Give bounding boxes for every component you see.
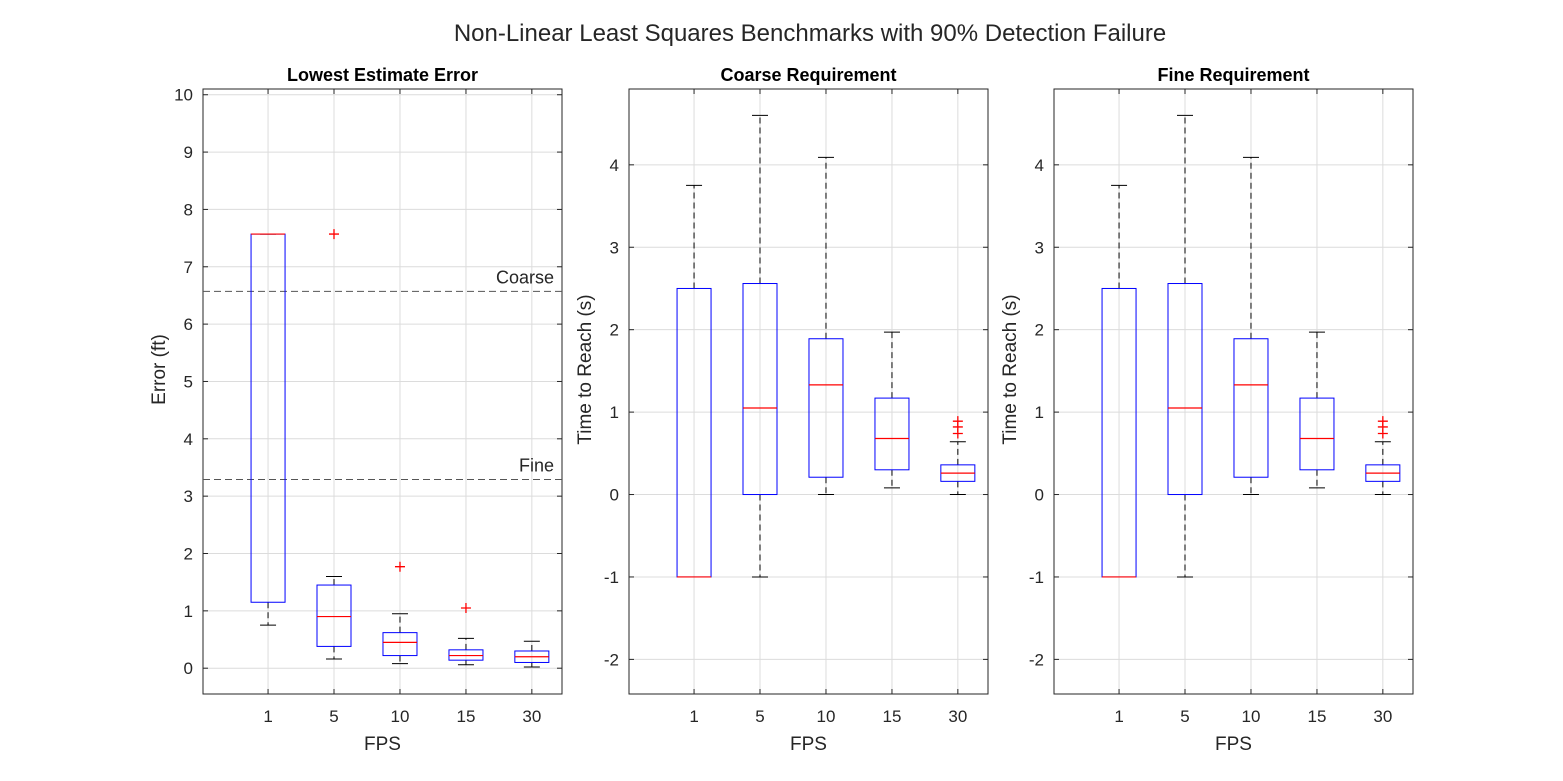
y-tick-label: 4 bbox=[184, 430, 193, 449]
x-tick-label: 1 bbox=[1114, 707, 1123, 726]
y-tick-label: 2 bbox=[184, 545, 193, 564]
y-tick-label: 2 bbox=[610, 321, 619, 340]
reference-line-label: Coarse bbox=[496, 267, 554, 287]
x-tick-label: 15 bbox=[1308, 707, 1327, 726]
outlier-marker bbox=[394, 561, 405, 572]
box-5 bbox=[316, 229, 352, 660]
x-tick-label: 5 bbox=[1180, 707, 1189, 726]
y-tick-label: 3 bbox=[184, 487, 193, 506]
x-tick-label: 30 bbox=[522, 707, 541, 726]
outlier-marker bbox=[1377, 416, 1388, 427]
y-tick-label: 10 bbox=[174, 86, 193, 105]
box-1 bbox=[250, 233, 286, 626]
y-tick-label: 1 bbox=[1035, 403, 1044, 422]
y-tick-label: -2 bbox=[1029, 650, 1044, 669]
y-tick-label: 0 bbox=[184, 659, 193, 678]
iqr-box bbox=[1299, 397, 1335, 471]
outlier-marker bbox=[328, 229, 339, 240]
x-tick-label: 10 bbox=[1242, 707, 1261, 726]
y-tick-label: 9 bbox=[184, 143, 193, 162]
x-axis-label: FPS bbox=[1215, 734, 1252, 755]
y-tick-label: 8 bbox=[184, 200, 193, 219]
outlier-marker bbox=[460, 602, 471, 613]
y-tick-label: 6 bbox=[184, 315, 193, 334]
x-tick-label: 30 bbox=[1373, 707, 1392, 726]
box-10 bbox=[382, 561, 418, 665]
iqr-box bbox=[808, 338, 844, 478]
panel-title: Fine Requirement bbox=[1157, 65, 1309, 85]
box-5 bbox=[1167, 114, 1203, 578]
x-tick-label: 1 bbox=[689, 707, 698, 726]
box-1 bbox=[1101, 184, 1137, 578]
y-axis-label: Time to Reach (s) bbox=[1000, 294, 1021, 444]
box-15 bbox=[874, 331, 910, 489]
x-tick-label: 10 bbox=[817, 707, 836, 726]
x-tick-label: 15 bbox=[457, 707, 476, 726]
y-tick-label: -2 bbox=[604, 650, 619, 669]
iqr-box bbox=[382, 632, 418, 657]
x-axis-label: FPS bbox=[790, 734, 827, 755]
plot-frame bbox=[202, 88, 563, 695]
iqr-box bbox=[316, 584, 352, 647]
x-tick-label: 1 bbox=[263, 707, 272, 726]
y-axis-label: Error (ft) bbox=[149, 334, 170, 405]
y-tick-label: 1 bbox=[610, 403, 619, 422]
outlier-marker bbox=[952, 416, 963, 427]
box-30 bbox=[1365, 416, 1401, 496]
y-tick-label: 2 bbox=[1035, 321, 1044, 340]
x-axis-label: FPS bbox=[364, 734, 401, 755]
iqr-box bbox=[874, 397, 910, 471]
iqr-box bbox=[1233, 338, 1269, 478]
y-tick-label: 0 bbox=[610, 486, 619, 505]
plot-frame bbox=[1053, 88, 1414, 695]
x-tick-label: 5 bbox=[755, 707, 764, 726]
y-tick-label: 4 bbox=[1035, 156, 1044, 175]
panel-title: Lowest Estimate Error bbox=[287, 65, 478, 85]
box-1 bbox=[676, 184, 712, 578]
y-tick-label: 3 bbox=[610, 238, 619, 257]
x-tick-label: 10 bbox=[391, 707, 410, 726]
x-tick-label: 5 bbox=[329, 707, 338, 726]
panel-title: Coarse Requirement bbox=[720, 65, 896, 85]
box-10 bbox=[1233, 156, 1269, 496]
iqr-box bbox=[742, 283, 778, 496]
box-5 bbox=[742, 114, 778, 578]
box-10 bbox=[808, 156, 844, 496]
y-tick-label: 3 bbox=[1035, 238, 1044, 257]
x-tick-label: 30 bbox=[948, 707, 967, 726]
box-15 bbox=[448, 602, 484, 666]
y-tick-label: 1 bbox=[184, 602, 193, 621]
reference-line-label: Fine bbox=[519, 456, 554, 476]
y-tick-label: 0 bbox=[1035, 486, 1044, 505]
x-tick-label: 15 bbox=[883, 707, 902, 726]
y-tick-label: 7 bbox=[184, 258, 193, 277]
box-30 bbox=[514, 640, 550, 668]
plot-frame bbox=[628, 88, 989, 695]
box-15 bbox=[1299, 331, 1335, 489]
y-tick-label: 4 bbox=[610, 156, 619, 175]
y-tick-label: -1 bbox=[1029, 568, 1044, 587]
box-30 bbox=[940, 416, 976, 496]
y-axis-label: Time to Reach (s) bbox=[575, 294, 596, 444]
iqr-box bbox=[1167, 283, 1203, 496]
y-tick-label: 5 bbox=[184, 372, 193, 391]
figure-title: Non-Linear Least Squares Benchmarks with… bbox=[453, 20, 1167, 47]
y-tick-label: -1 bbox=[604, 568, 619, 587]
